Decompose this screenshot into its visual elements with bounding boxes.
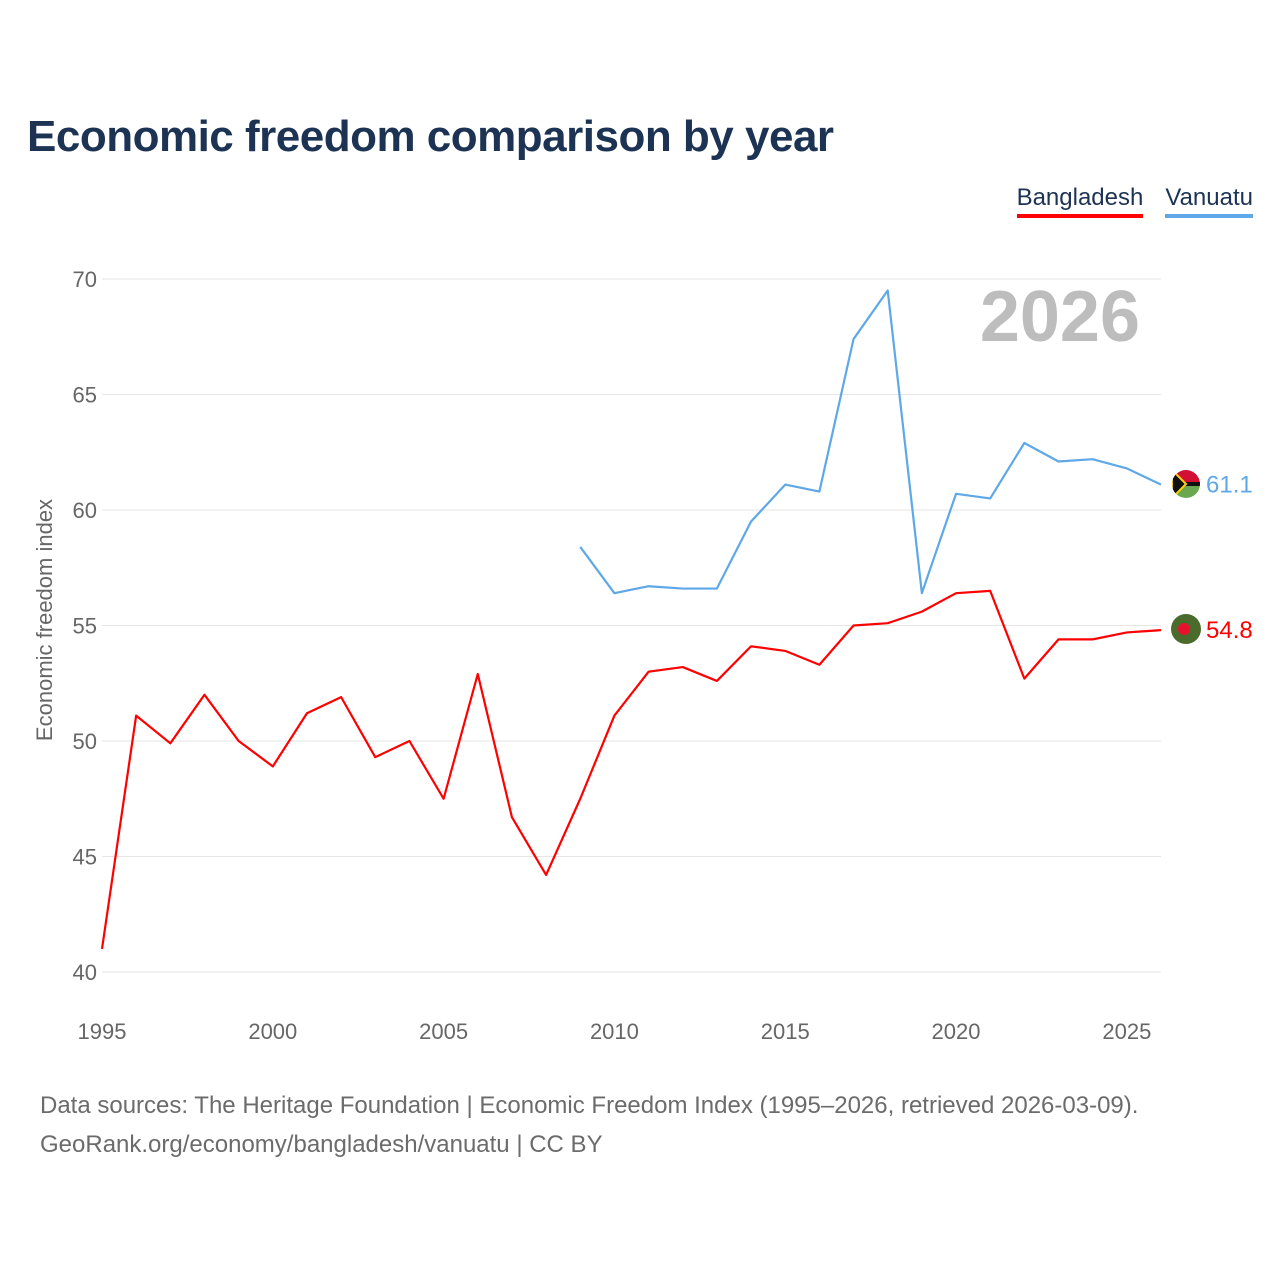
source-line-1: Data sources: The Heritage Foundation | … <box>40 1092 1139 1119</box>
series-line-vanuatu[interactable] <box>579 289 1162 595</box>
chart-title: Economic freedom comparison by year <box>27 112 834 161</box>
x-tick-label: 2005 <box>419 1019 468 1044</box>
x-tick-label: 2010 <box>590 1019 639 1044</box>
legend-vanuatu[interactable]: Vanuatu <box>1165 184 1253 218</box>
bangladesh-flag-icon <box>1171 614 1201 644</box>
end-label-vanuatu: 61.1 <box>1206 472 1253 499</box>
year-watermark: 2026 <box>980 277 1140 357</box>
series-line-bangladesh[interactable] <box>100 589 1162 950</box>
y-tick-label: 65 <box>73 383 97 408</box>
y-axis-label: Economic freedom index <box>32 499 57 741</box>
legend-bangladesh[interactable]: Bangladesh <box>1016 184 1144 218</box>
vanuatu-flag-icon <box>1172 470 1200 498</box>
x-tick-label: 2000 <box>248 1019 297 1044</box>
x-tick-label: 2025 <box>1102 1019 1151 1044</box>
end-label-bangladesh: 54.8 <box>1206 617 1253 644</box>
data-sources: Data sources: The Heritage Foundation | … <box>40 1086 1138 1164</box>
x-tick-label: 2015 <box>761 1019 810 1044</box>
y-tick-label: 45 <box>73 845 97 870</box>
x-tick-label: 1995 <box>78 1019 127 1044</box>
source-line-2[interactable]: GeoRank.org/economy/bangladesh/vanuatu |… <box>40 1131 603 1158</box>
y-tick-label: 55 <box>73 614 97 639</box>
y-tick-label: 50 <box>73 729 97 754</box>
y-tick-label: 70 <box>73 267 97 292</box>
legend: Bangladesh Vanuatu <box>1016 184 1253 218</box>
y-tick-label: 60 <box>73 498 97 523</box>
y-tick-label: 40 <box>73 960 97 985</box>
x-tick-label: 2020 <box>932 1019 981 1044</box>
